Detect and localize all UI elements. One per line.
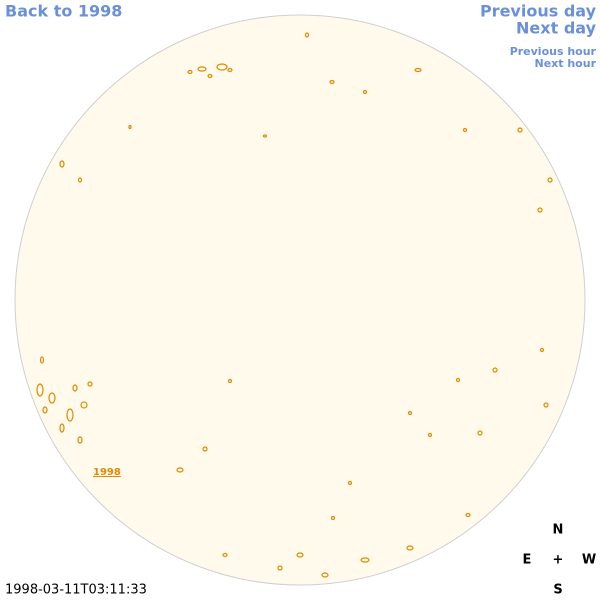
- active-region: [187, 69, 193, 75]
- active-region: [87, 381, 93, 387]
- active-region: [48, 392, 56, 404]
- active-region: [80, 401, 88, 409]
- active-region: [42, 406, 48, 414]
- active-region: [477, 430, 483, 436]
- active-region: [547, 177, 553, 183]
- active-region: [207, 73, 213, 79]
- active-region: [176, 467, 184, 473]
- active-region: [304, 32, 310, 38]
- active-region: [360, 557, 370, 563]
- active-region: [197, 66, 207, 72]
- active-region: [465, 512, 471, 518]
- active-region: [77, 177, 83, 183]
- active-region: [59, 423, 65, 433]
- active-region: [543, 402, 549, 408]
- compass-center: +: [553, 553, 564, 568]
- active-region: [262, 134, 268, 138]
- active-region: [59, 160, 65, 168]
- active-region: [202, 446, 208, 452]
- active-region: [216, 63, 228, 71]
- active-region: [222, 552, 228, 558]
- active-region: [462, 127, 468, 133]
- compass-north: N: [553, 523, 564, 538]
- next-day-link[interactable]: Next day: [516, 19, 597, 38]
- active-region: [427, 432, 433, 438]
- previous-hour-link[interactable]: Previous hour: [510, 45, 597, 58]
- active-region: [539, 347, 545, 353]
- region-label[interactable]: 1998: [93, 467, 121, 478]
- active-region: [406, 545, 414, 551]
- active-region: [517, 127, 523, 133]
- next-hour-link[interactable]: Next hour: [535, 57, 597, 70]
- active-region: [347, 480, 353, 486]
- active-region: [407, 410, 413, 416]
- back-link[interactable]: Back to 1998: [5, 2, 122, 21]
- active-regions: [36, 32, 553, 578]
- compass-east: E: [523, 553, 532, 568]
- active-region: [72, 384, 78, 392]
- solar-disk: [14, 14, 586, 586]
- active-region: [36, 383, 44, 397]
- timestamp: 1998-03-11T03:11:33: [5, 583, 147, 598]
- active-region: [492, 367, 498, 373]
- compass-west: W: [582, 553, 596, 568]
- active-region: [537, 207, 543, 213]
- active-region: [455, 377, 461, 383]
- active-region: [296, 552, 304, 558]
- compass-south: S: [553, 583, 562, 598]
- active-region: [227, 378, 233, 384]
- active-region: [414, 67, 422, 73]
- active-region: [227, 67, 233, 73]
- active-region: [362, 89, 368, 95]
- active-region: [329, 79, 335, 85]
- active-region: [39, 356, 45, 364]
- active-region: [321, 572, 329, 578]
- active-region: [66, 408, 74, 422]
- active-region: [330, 515, 336, 521]
- active-region: [128, 124, 132, 130]
- previous-day-link[interactable]: Previous day: [480, 2, 597, 21]
- active-region: [277, 565, 283, 571]
- active-region: [77, 436, 83, 444]
